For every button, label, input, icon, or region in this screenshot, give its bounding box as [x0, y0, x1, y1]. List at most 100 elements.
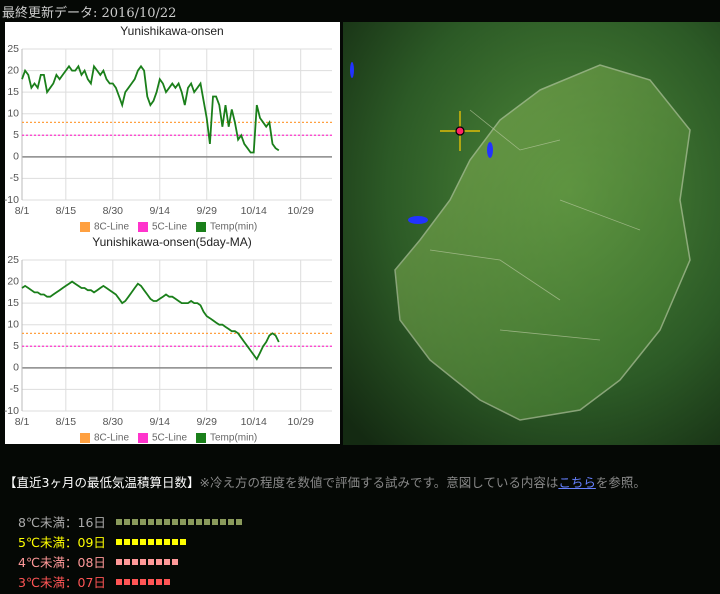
charts: Yunishikawa-onsen 8/1 8/15 8/30 9/14 9/29 10/1…: [4, 22, 720, 445]
lake: [487, 142, 493, 158]
legend-swatch: [196, 222, 206, 232]
note-tail: を参照。: [595, 475, 646, 490]
day-square: [155, 558, 162, 565]
legend-swatch: [138, 222, 148, 232]
day-square: [179, 538, 186, 545]
crosshair: [440, 111, 480, 151]
day-square: [123, 538, 130, 545]
x-tick-label: 8/15: [56, 205, 77, 217]
day-square: [139, 578, 146, 585]
x-tick-label: 9/14: [150, 205, 171, 217]
legend-label: 5C-Line: [152, 222, 187, 233]
summary-value: 08日: [77, 555, 106, 570]
y-tick-label: 5: [13, 129, 19, 141]
day-square: [171, 518, 178, 525]
chart-title: Yunishikawa-onsen(5day-MA): [92, 235, 251, 249]
chart-panel: [5, 22, 340, 233]
day-square: [203, 518, 210, 525]
day-square: [131, 558, 138, 565]
chart-title: Yunishikawa-onsen: [120, 24, 223, 38]
chart-panel: [5, 233, 340, 444]
x-tick-label: 10/14: [241, 416, 267, 428]
day-square: [115, 538, 122, 545]
day-square: [227, 518, 234, 525]
summary-value: 07日: [77, 575, 106, 590]
series-line: [21, 280, 280, 361]
y-tick-label: 15: [7, 86, 19, 98]
x-tick-label: 8/15: [56, 416, 77, 428]
day-square: [235, 518, 242, 525]
day-square: [147, 578, 154, 585]
boundaries: [429, 109, 641, 341]
day-square: [179, 518, 186, 525]
day-square: [139, 518, 146, 525]
day-square: [171, 558, 178, 565]
day-square: [163, 518, 170, 525]
y-tick-label: 20: [7, 275, 19, 287]
lake: [350, 62, 354, 78]
y-tick-label: 10: [7, 318, 19, 330]
last-update: 最終更新データ: 2016/10/22: [2, 6, 177, 21]
day-square: [115, 578, 122, 585]
summary-value: 16日: [77, 515, 106, 530]
summary-value: 09日: [77, 535, 106, 550]
day-square: [219, 518, 226, 525]
map: [343, 22, 720, 445]
day-square: [211, 518, 218, 525]
day-square: [131, 578, 138, 585]
x-tick-label: 10/29: [288, 416, 314, 428]
day-square: [147, 538, 154, 545]
day-square: [131, 518, 138, 525]
x-tick-label: 8/30: [103, 416, 124, 428]
summary-row: 4℃未満： 08日: [18, 552, 180, 571]
day-square: [155, 538, 162, 545]
summary-label: 4℃未満：: [18, 555, 78, 570]
x-tick-label: 9/29: [197, 205, 218, 217]
day-square: [139, 558, 146, 565]
legend-label: Temp(min): [210, 222, 257, 233]
note-heading: 【直近3ヶ月の最低気温積算日数】: [4, 475, 200, 490]
x-tick-label: 10/14: [241, 205, 267, 217]
lake: [408, 216, 428, 224]
legend-label: 5C-Line: [152, 433, 187, 444]
y-tick-label: -5: [10, 172, 19, 184]
day-square: [147, 518, 154, 525]
y-tick-label: -10: [4, 194, 19, 206]
day-square: [123, 578, 130, 585]
y-tick-label: 25: [7, 254, 19, 266]
day-square: [123, 518, 130, 525]
legend-label: 8C-Line: [94, 433, 129, 444]
summary-row: 5℃未満： 09日: [18, 532, 188, 551]
day-square: [155, 578, 162, 585]
legend-label: 8C-Line: [94, 222, 129, 233]
x-tick-label: 10/29: [288, 205, 314, 217]
y-tick-label: 15: [7, 297, 19, 309]
series-line: [21, 64, 280, 154]
y-tick-label: 10: [7, 107, 19, 119]
day-square: [171, 538, 178, 545]
legend-swatch: [196, 433, 206, 443]
note-text: ※冷え方の程度を数値で評価する試みです。意図している内容は: [199, 475, 559, 490]
y-tick-label: -5: [10, 383, 19, 395]
x-tick-label: 8/1: [15, 416, 30, 428]
note: 【直近3ヶ月の最低気温積算日数】※冷え方の程度を数値で評価する試みです。意図して…: [4, 472, 646, 491]
summary-row: 3℃未満： 07日: [18, 572, 172, 591]
summary-label: 8℃未満：: [18, 515, 78, 530]
y-tick-label: 20: [7, 64, 19, 76]
legend-swatch: [80, 222, 90, 232]
day-square: [139, 538, 146, 545]
day-square: [155, 518, 162, 525]
legend-swatch: [138, 433, 148, 443]
day-square: [195, 518, 202, 525]
y-tick-label: 5: [13, 340, 19, 352]
y-tick-label: 25: [7, 43, 19, 55]
note-link[interactable]: こちら: [558, 475, 596, 490]
x-tick-label: 8/30: [103, 205, 124, 217]
day-square: [131, 538, 138, 545]
y-tick-label: 0: [13, 362, 19, 374]
day-square: [163, 578, 170, 585]
day-square: [123, 558, 130, 565]
day-square: [163, 558, 170, 565]
day-square: [147, 558, 154, 565]
